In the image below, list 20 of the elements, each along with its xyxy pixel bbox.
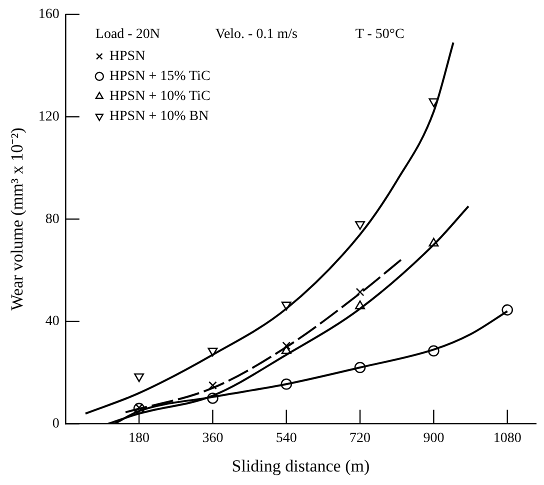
legend-label: HPSN + 10% TiC bbox=[109, 89, 210, 104]
y-tick-label: 80 bbox=[45, 212, 60, 227]
y-tick-label: 40 bbox=[45, 314, 60, 330]
x-tick-label: 720 bbox=[350, 430, 371, 446]
x-tick-label: 360 bbox=[202, 430, 224, 446]
x-tick-label: 180 bbox=[128, 430, 150, 446]
annotation: Velo. - 0.1 m/s bbox=[215, 27, 298, 42]
x-tick-label: 540 bbox=[276, 430, 297, 446]
x-axis-title: Sliding distance (m) bbox=[232, 456, 370, 476]
x-tick-label: 1080 bbox=[493, 430, 522, 446]
y-axis-title: Wear volume (mm³ x 10⁻²) bbox=[8, 128, 27, 311]
annotation: T - 50°C bbox=[355, 27, 404, 42]
legend-label: HPSN + 15% TiC bbox=[109, 69, 210, 84]
legend-label: HPSN + 10% BN bbox=[109, 109, 209, 124]
y-tick-label: 0 bbox=[52, 416, 60, 432]
legend-label: HPSN bbox=[109, 49, 146, 64]
annotation: Load - 20N bbox=[95, 27, 160, 42]
y-tick-label: 120 bbox=[38, 109, 60, 124]
x-tick-label: 900 bbox=[423, 430, 444, 446]
y-tick-label: 160 bbox=[38, 7, 60, 22]
